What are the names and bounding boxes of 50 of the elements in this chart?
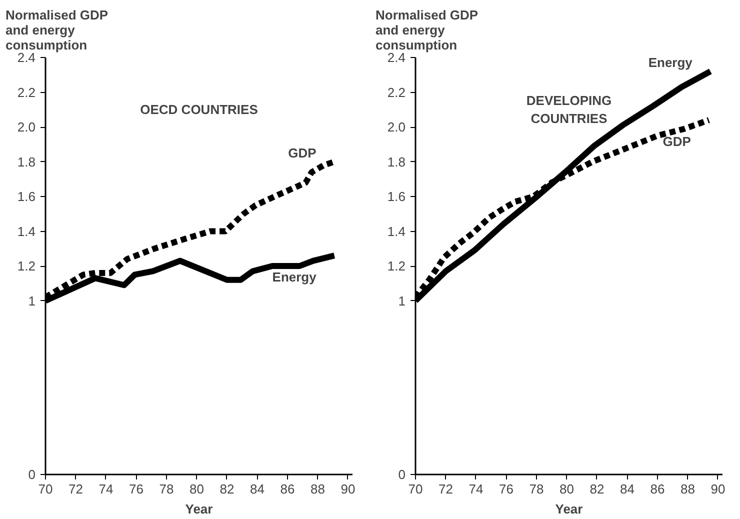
x-tick-label: 80 (560, 482, 574, 496)
y-tick-label: 1.2 (387, 258, 406, 274)
y-tick-label: 2.2 (17, 84, 36, 100)
x-tick-label: 70 (408, 482, 423, 496)
x-axis-title: Year (555, 502, 583, 516)
y-tick-label: 2.4 (17, 50, 36, 65)
x-tick-label: 76 (129, 482, 144, 496)
annotation: OECD COUNTRIES (140, 102, 258, 118)
x-tick-label: 88 (680, 482, 695, 496)
series-label: Energy (648, 54, 694, 70)
x-tick-label: 86 (650, 482, 665, 496)
x-tick-label: 70 (38, 482, 53, 496)
y-axis-title: Normalised GDP and energy consumption (6, 8, 108, 52)
annotation: DEVELOPING COUNTRIES (526, 93, 612, 126)
y-tick-label: 1.8 (17, 154, 36, 170)
y-tick-label: 1.2 (17, 258, 36, 274)
x-tick-label: 80 (190, 482, 204, 496)
x-axis-title: Year (185, 502, 213, 516)
x-tick-label: 78 (529, 482, 544, 496)
y-tick-label: 2.4 (387, 50, 406, 65)
y-tick-label: 0 (28, 467, 36, 482)
x-tick-label: 88 (310, 482, 325, 496)
y-tick-label: 2.0 (17, 120, 36, 134)
x-tick-label: 84 (250, 482, 264, 496)
y-tick-label: 1.6 (387, 189, 406, 204)
y-tick-label: 1 (28, 293, 36, 308)
series-label: Energy (272, 270, 318, 285)
series-label: GDP (662, 134, 692, 150)
x-tick-label: 90 (340, 482, 356, 496)
y-tick-label: 1.8 (387, 154, 406, 170)
x-tick-label: 84 (620, 482, 634, 496)
x-tick-label: 78 (159, 482, 174, 496)
y-tick-label: 1.4 (17, 224, 36, 239)
x-tick-label: 74 (468, 482, 484, 496)
series-label: GDP (288, 145, 317, 160)
x-tick-label: 72 (438, 482, 453, 496)
y-tick-label: 2.2 (387, 84, 406, 100)
y-tick-label: 1.6 (17, 189, 36, 204)
x-tick-label: 72 (68, 482, 83, 496)
y-tick-label: 2.0 (387, 120, 406, 134)
y-axis-title: Normalised GDP and energy consumption (376, 8, 478, 52)
x-tick-label: 76 (499, 482, 514, 496)
y-tick-label: 1 (398, 293, 406, 308)
x-tick-label: 86 (280, 482, 295, 496)
x-tick-label: 74 (98, 482, 114, 496)
x-tick-label: 90 (710, 482, 726, 496)
y-tick-label: 0 (398, 467, 406, 482)
x-tick-label: 82 (590, 482, 604, 496)
x-tick-label: 82 (220, 482, 234, 496)
y-tick-label: 1.4 (387, 224, 406, 239)
